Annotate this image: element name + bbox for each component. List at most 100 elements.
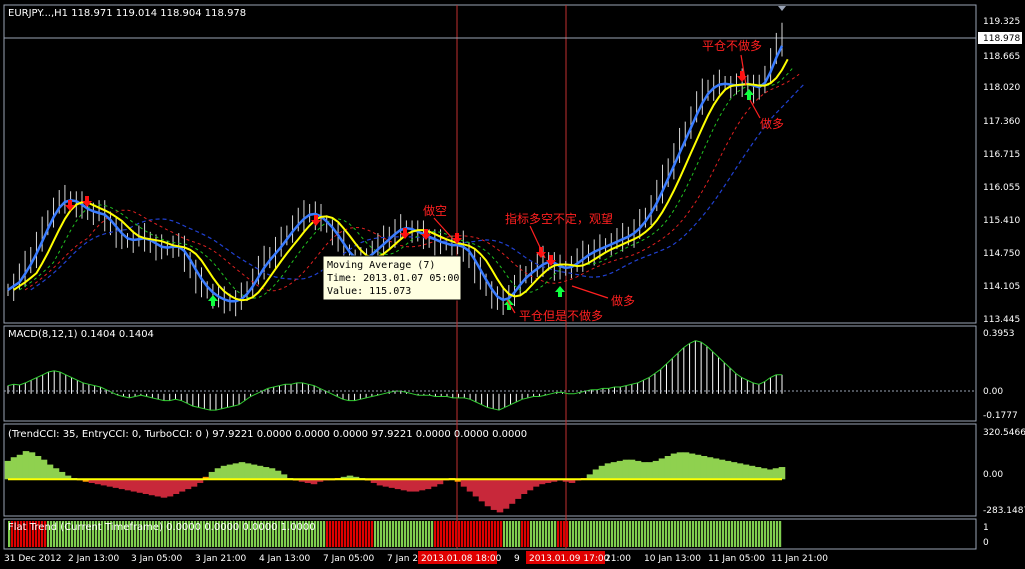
cci-bar bbox=[610, 462, 618, 480]
flat-trend-bar bbox=[26, 521, 29, 547]
cci-bar bbox=[406, 479, 414, 492]
cci-bar bbox=[760, 468, 768, 480]
flat-trend-bar bbox=[77, 521, 80, 547]
flat-trend-bar bbox=[59, 521, 62, 547]
flat-trend-bar bbox=[212, 521, 215, 547]
cci-bar bbox=[304, 479, 312, 483]
flat-trend-bar bbox=[581, 521, 584, 547]
flat-trend-bar bbox=[224, 521, 227, 547]
cci-bar bbox=[628, 459, 636, 480]
cci-bar bbox=[652, 460, 660, 480]
flat-trend-bar bbox=[575, 521, 578, 547]
cci-bar bbox=[718, 459, 726, 480]
cci-bar bbox=[64, 475, 72, 480]
cci-bar bbox=[592, 469, 600, 480]
flat-trend-bar bbox=[14, 521, 17, 547]
cci-bar bbox=[256, 465, 264, 480]
cci-bar bbox=[766, 469, 774, 480]
flat-trend-bar bbox=[89, 521, 92, 547]
cci-bar bbox=[166, 479, 174, 497]
flat-trend-bar bbox=[332, 521, 335, 547]
cci-bar bbox=[238, 462, 246, 480]
flat-trend-bar bbox=[746, 521, 749, 547]
flat-trend-bar bbox=[311, 521, 314, 547]
cci-bar bbox=[220, 465, 228, 480]
cci-zero-label: 0.00 bbox=[983, 470, 1003, 480]
flat-trend-bar bbox=[596, 521, 599, 547]
cci-bar bbox=[28, 452, 36, 480]
flat-trend-bar bbox=[167, 521, 170, 547]
chart-shift-marker[interactable] bbox=[778, 6, 786, 11]
cci-bar bbox=[430, 479, 438, 487]
annotation-pointers bbox=[433, 54, 761, 314]
flat-trend-bar bbox=[692, 521, 695, 547]
cci-bar bbox=[658, 458, 666, 480]
annotation-zuoduo-mid: 做多 bbox=[611, 293, 635, 308]
flat-trend-bar bbox=[653, 521, 656, 547]
arrow-up-icon bbox=[208, 295, 218, 306]
flat-trend-bar bbox=[578, 521, 581, 547]
cci-bar bbox=[544, 479, 552, 483]
flat-trend-bar bbox=[539, 521, 542, 547]
cci-bar bbox=[100, 479, 108, 486]
flat-trend-bar bbox=[83, 521, 86, 547]
arrow-down-icon bbox=[65, 200, 75, 211]
time-label: 11 Jan 05:00 bbox=[708, 554, 765, 564]
flat-trend-bar bbox=[23, 521, 26, 547]
flat-trend-bar bbox=[74, 521, 77, 547]
cci-bar bbox=[550, 479, 558, 482]
flat-trend-bar bbox=[341, 521, 344, 547]
cci-bar bbox=[178, 479, 186, 492]
cci-bar bbox=[688, 453, 696, 480]
cci-bar bbox=[400, 479, 408, 491]
flat-trend-bar bbox=[191, 521, 194, 547]
cci-bar bbox=[268, 468, 276, 480]
flat-trend-bar bbox=[545, 521, 548, 547]
flat-trend-bar bbox=[236, 521, 239, 547]
flat-trend-bar bbox=[11, 521, 14, 547]
flat-trend-bar bbox=[440, 521, 443, 547]
tooltip-box bbox=[322, 255, 462, 301]
flat-trend-bar bbox=[272, 521, 275, 547]
flat-trend-bar bbox=[161, 521, 164, 547]
cci-bar bbox=[670, 453, 678, 480]
price-label: 114.105 bbox=[983, 282, 1020, 292]
cci-bar bbox=[778, 467, 786, 480]
cci-panel-frame bbox=[3, 423, 977, 517]
cci-bar bbox=[664, 456, 672, 480]
flat-trend-bar bbox=[701, 521, 704, 547]
flat-trend-bar bbox=[761, 521, 764, 547]
current-price-box bbox=[978, 32, 1022, 44]
cci-bar bbox=[316, 479, 324, 482]
flat-trend-bar bbox=[737, 521, 740, 547]
flat-trend-bar bbox=[98, 521, 101, 547]
flat-trend-bar bbox=[638, 521, 641, 547]
cci-bar bbox=[694, 454, 702, 480]
flat-trend-bar bbox=[476, 521, 479, 547]
time-highlight-2-box bbox=[526, 551, 605, 564]
cci-bar bbox=[478, 479, 486, 502]
flat-trend-bar bbox=[266, 521, 269, 547]
flat-trend-bar bbox=[257, 521, 260, 547]
flat-trend-bar bbox=[113, 521, 116, 547]
flat-trend-bar bbox=[248, 521, 251, 547]
flat-trend-bar bbox=[158, 521, 161, 547]
flat-trend-bar bbox=[668, 521, 671, 547]
price-label: 119.325 bbox=[983, 17, 1020, 27]
flat-trend-bar bbox=[401, 521, 404, 547]
time-highlight-2: 2013.01.09 17:00 bbox=[529, 554, 610, 564]
cci-bar bbox=[298, 479, 306, 482]
cci-bar bbox=[184, 479, 192, 490]
time-label: 3 Jan 05:00 bbox=[131, 554, 183, 564]
flat-trend-bar bbox=[140, 521, 143, 547]
cci-bar bbox=[202, 476, 210, 480]
flat-trend-bar bbox=[215, 521, 218, 547]
flat-trend-bar bbox=[548, 521, 551, 547]
arrow-down-icon bbox=[546, 255, 556, 266]
flat-trend-bar bbox=[302, 521, 305, 547]
flat-trend-bar bbox=[35, 521, 38, 547]
flat-trend-bar bbox=[221, 521, 224, 547]
flat-trend-bar bbox=[533, 521, 536, 547]
flat-trend-bar bbox=[665, 521, 668, 547]
